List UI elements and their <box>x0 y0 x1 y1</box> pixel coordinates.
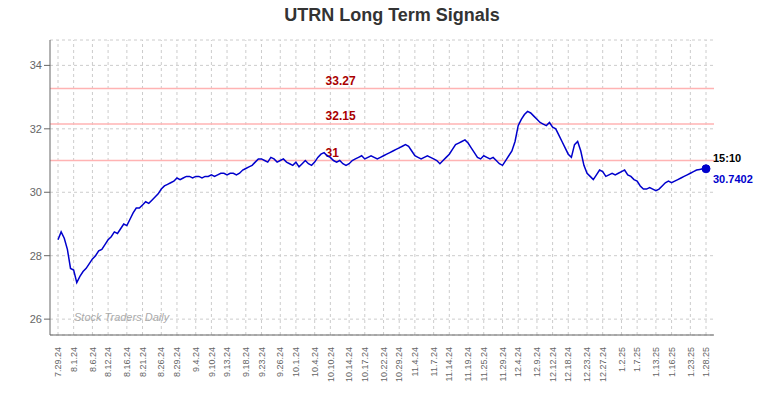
svg-text:10.17.24: 10.17.24 <box>360 347 370 382</box>
svg-text:8.1.24: 8.1.24 <box>69 347 79 372</box>
svg-text:12.4.24: 12.4.24 <box>513 347 523 377</box>
svg-text:12.18.24: 12.18.24 <box>563 347 573 382</box>
svg-text:11.29.24: 11.29.24 <box>498 347 508 381</box>
svg-text:12.12.24: 12.12.24 <box>548 347 558 382</box>
svg-text:9.26.24: 9.26.24 <box>275 347 285 377</box>
svg-text:11.19.24: 11.19.24 <box>463 347 473 381</box>
svg-text:26: 26 <box>30 313 42 325</box>
svg-text:32: 32 <box>30 123 42 135</box>
svg-text:1.13.25: 1.13.25 <box>651 347 661 377</box>
svg-text:7.29.24: 7.29.24 <box>53 347 63 377</box>
svg-text:30.7402: 30.7402 <box>713 173 753 185</box>
svg-text:10.10.24: 10.10.24 <box>325 347 335 382</box>
svg-text:1.16.25: 1.16.25 <box>667 347 677 377</box>
svg-text:28: 28 <box>30 250 42 262</box>
html-text:UTRN Long Term Signals: UTRN Long Term Signals <box>284 5 500 25</box>
svg-text:8.21.24: 8.21.24 <box>138 347 148 377</box>
svg-text:8.16.24: 8.16.24 <box>122 347 132 377</box>
svg-text:33.27: 33.27 <box>326 74 356 88</box>
svg-text:10.4.24: 10.4.24 <box>310 347 320 377</box>
svg-text:31: 31 <box>326 146 340 160</box>
svg-text:12.9.24: 12.9.24 <box>532 347 542 377</box>
svg-text:10.1.24: 10.1.24 <box>291 347 301 377</box>
svg-text:1.23.25: 1.23.25 <box>685 347 695 377</box>
svg-text:9.13.24: 9.13.24 <box>222 347 232 377</box>
svg-text:11.7.24: 11.7.24 <box>429 347 439 376</box>
svg-text:30: 30 <box>30 186 42 198</box>
svg-text:15:10: 15:10 <box>713 152 741 164</box>
svg-text:32.15: 32.15 <box>326 109 356 123</box>
svg-text:34: 34 <box>30 59 42 71</box>
svg-text:10.14.24: 10.14.24 <box>344 347 354 382</box>
svg-text:8.29.24: 8.29.24 <box>172 347 182 377</box>
svg-text:9.10.24: 9.10.24 <box>207 347 217 377</box>
svg-text:11.4.24: 11.4.24 <box>410 347 420 376</box>
svg-text:1.28.25: 1.28.25 <box>701 347 711 377</box>
svg-text:1.2.25: 1.2.25 <box>617 347 627 372</box>
svg-text:9.4.24: 9.4.24 <box>191 347 201 372</box>
svg-text:11.25.24: 11.25.24 <box>479 347 489 381</box>
svg-text:9.23.24: 9.23.24 <box>257 347 267 377</box>
svg-text:10.29.24: 10.29.24 <box>394 347 404 382</box>
svg-text:8.12.24: 8.12.24 <box>103 347 113 377</box>
svg-text:11.14.24: 11.14.24 <box>444 347 454 381</box>
svg-text:8.6.24: 8.6.24 <box>88 347 98 372</box>
svg-text:10.22.24: 10.22.24 <box>379 347 389 382</box>
svg-text:12.23.24: 12.23.24 <box>582 347 592 382</box>
svg-text:1.7.25: 1.7.25 <box>632 347 642 372</box>
svg-text:9.18.24: 9.18.24 <box>241 347 251 377</box>
html-text:Stock Traders Daily: Stock Traders Daily <box>74 311 170 323</box>
svg-text:12.27.24: 12.27.24 <box>598 347 608 382</box>
svg-text:8.26.24: 8.26.24 <box>156 347 166 377</box>
